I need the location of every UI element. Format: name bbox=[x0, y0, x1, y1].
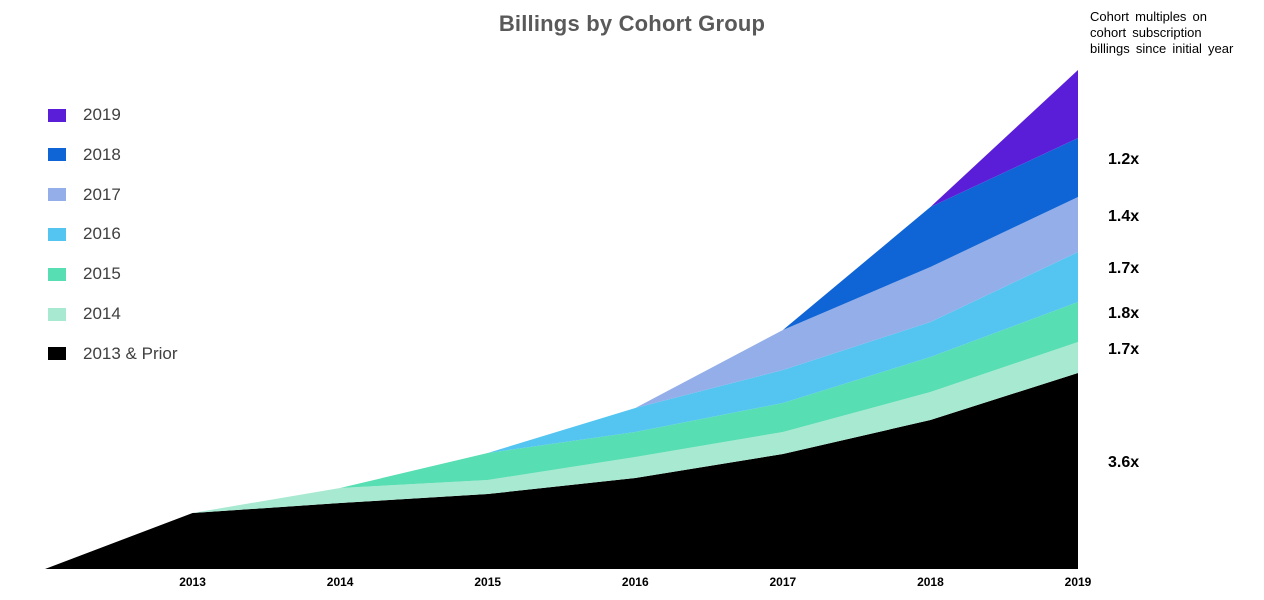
legend-swatch-2014 bbox=[48, 307, 66, 321]
legend-swatch-2019 bbox=[48, 108, 66, 122]
multiple-2018: 1.2x bbox=[1108, 150, 1140, 168]
legend-item-2014: 2014 bbox=[48, 304, 121, 324]
legend-label-2014: 2014 bbox=[83, 304, 121, 323]
legend: 2019 2018 2017 2016 2015 2014 2013 & Prior bbox=[0, 0, 260, 420]
multiple-2013-prior: 3.6x bbox=[1108, 454, 1140, 471]
legend-swatch-2017 bbox=[48, 188, 66, 202]
legend-swatch-2016 bbox=[48, 227, 66, 241]
legend-item-2018: 2018 bbox=[48, 145, 121, 165]
multiple-2016: 1.7x bbox=[1108, 260, 1140, 277]
multiple-2017: 1.4x bbox=[1108, 207, 1140, 225]
chart-title: Billings by Cohort Group bbox=[498, 11, 766, 36]
note-line-3: billings since initial year bbox=[1090, 41, 1234, 56]
legend-label-2017: 2017 bbox=[83, 184, 121, 204]
multiple-2015: 1.8x bbox=[1108, 305, 1140, 322]
cohort-multiples-column: 1.2x 1.4x 1.7x 1.8x 1.7x 3.6x bbox=[1108, 0, 1188, 560]
legend-item-2013-prior: 2013 & Prior bbox=[48, 344, 178, 364]
legend-item-2015: 2015 bbox=[48, 264, 121, 284]
cohort-multiples-note: Cohort multiples on cohort subscription … bbox=[1090, 9, 1260, 57]
legend-label-2013-prior: 2013 & Prior bbox=[83, 343, 178, 363]
x-tick-2018: 2018 bbox=[917, 575, 944, 589]
legend-swatch-2015 bbox=[48, 267, 66, 281]
legend-swatch-2013-prior bbox=[48, 347, 66, 361]
legend-label-2016: 2016 bbox=[83, 224, 121, 244]
area-cohort-2013-prior bbox=[45, 373, 1078, 569]
legend-label-2019: 2019 bbox=[83, 105, 121, 124]
legend-item-2017: 2017 bbox=[48, 185, 121, 205]
x-tick-2014: 2014 bbox=[326, 575, 354, 589]
legend-swatch-2018 bbox=[48, 148, 66, 162]
legend-item-2019: 2019 bbox=[48, 105, 121, 125]
legend-item-2016: 2016 bbox=[48, 224, 121, 244]
x-tick-2019: 2019 bbox=[1064, 575, 1092, 589]
legend-label-2018: 2018 bbox=[83, 144, 121, 164]
multiple-2014: 1.7x bbox=[1108, 340, 1140, 358]
x-tick-2013: 2013 bbox=[179, 575, 206, 589]
note-line-2: cohort subscription bbox=[1090, 25, 1202, 40]
x-tick-2015: 2015 bbox=[474, 575, 502, 589]
x-axis: 2013 2014 2015 2016 2017 2018 2019 bbox=[0, 575, 1264, 593]
note-line-1: Cohort multiples on bbox=[1090, 9, 1207, 24]
legend-label-2015: 2015 bbox=[83, 264, 121, 284]
x-tick-2017: 2017 bbox=[769, 575, 797, 589]
x-tick-2016: 2016 bbox=[621, 575, 649, 589]
